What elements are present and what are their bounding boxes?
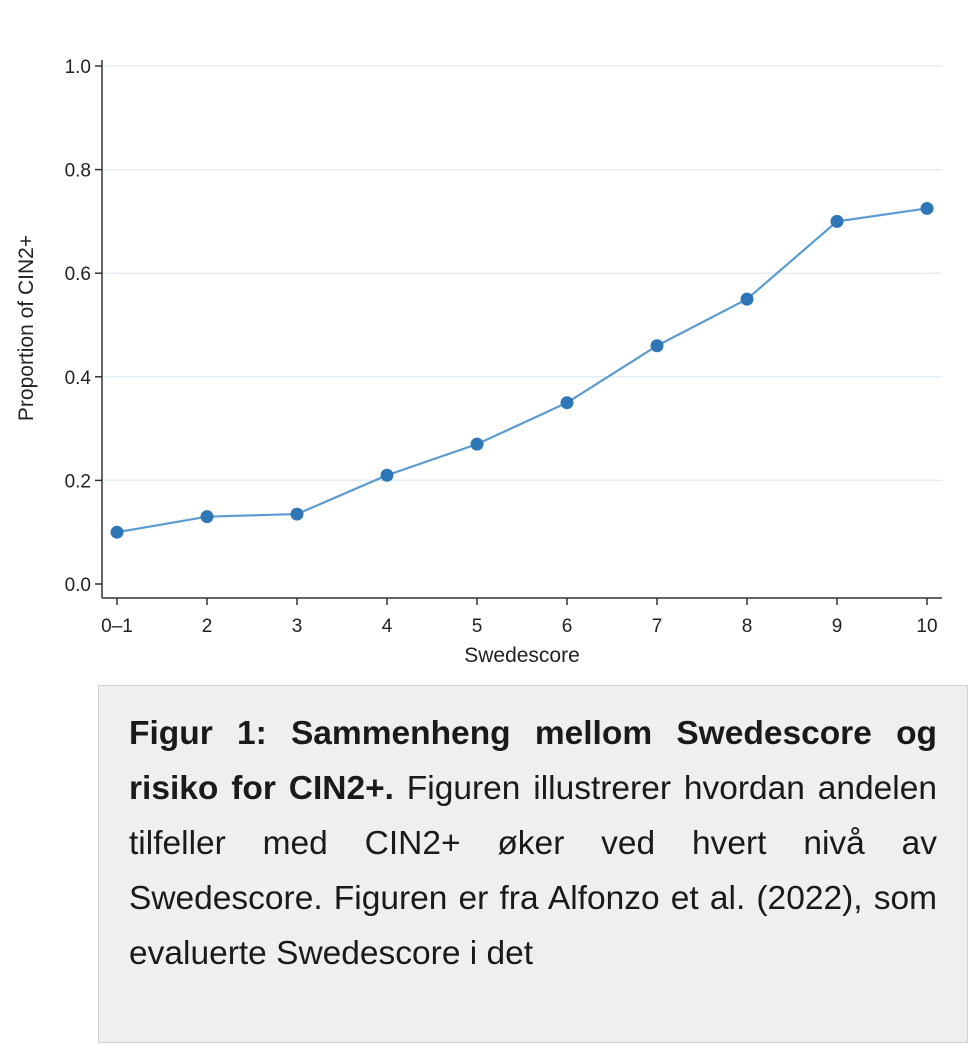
x-tick-label: 5 [472, 616, 483, 637]
y-tick-label: 0.8 [65, 161, 91, 182]
figure-caption-box: Figur 1: Sammenheng mellom Swedescore og… [98, 685, 968, 1043]
x-tick-label: 2 [202, 616, 213, 637]
series-group [110, 201, 934, 539]
caption-body: Figuren illustrerer hvordan andelen tilf… [129, 770, 938, 972]
data-point [740, 292, 754, 306]
x-tick-label: 7 [652, 616, 663, 637]
gridlines [102, 65, 942, 482]
x-tick-label: 3 [292, 616, 303, 637]
data-point [650, 339, 664, 353]
x-tick-label: 0–1 [101, 616, 133, 637]
x-tick-label: 4 [382, 616, 393, 637]
x-axis-ticks: 0–1 2 3 4 5 6 7 8 9 10 [101, 598, 938, 637]
series-line [116, 207, 928, 534]
x-axis-title: Swedescore [464, 644, 580, 667]
x-tick-label: 10 [916, 616, 937, 637]
data-point [110, 525, 124, 539]
x-tick-label: 8 [742, 616, 753, 637]
y-tick-label: 0.4 [65, 368, 92, 389]
caption-title: Figur 1: Sammenheng mellom Swedescore og… [129, 715, 937, 807]
axes [101, 60, 942, 599]
y-tick-label: 1.0 [65, 57, 91, 78]
data-point [290, 507, 304, 521]
data-point [380, 468, 394, 482]
y-tick-label: 0.0 [65, 575, 91, 596]
data-point [560, 396, 574, 410]
x-tick-label: 6 [562, 616, 573, 637]
data-point [830, 214, 844, 228]
figure-caption: Figur 1: Sammenheng mellom Swedescore og… [129, 706, 937, 981]
x-tick-label: 9 [832, 616, 843, 637]
y-axis-ticks: 0.0 0.2 0.4 0.6 0.8 1.0 [65, 57, 102, 596]
y-tick-label: 0.2 [65, 471, 91, 492]
line-chart: 0.0 0.2 0.4 0.6 0.8 1.0 0–1 2 3 4 5 6 7 8 9 10 Swedesc… [15, 57, 942, 667]
data-point [200, 510, 214, 524]
y-axis-title: Proportion of CIN2+ [15, 235, 38, 421]
data-point [920, 201, 934, 215]
y-tick-label: 0.6 [65, 264, 91, 285]
data-point [470, 437, 484, 451]
